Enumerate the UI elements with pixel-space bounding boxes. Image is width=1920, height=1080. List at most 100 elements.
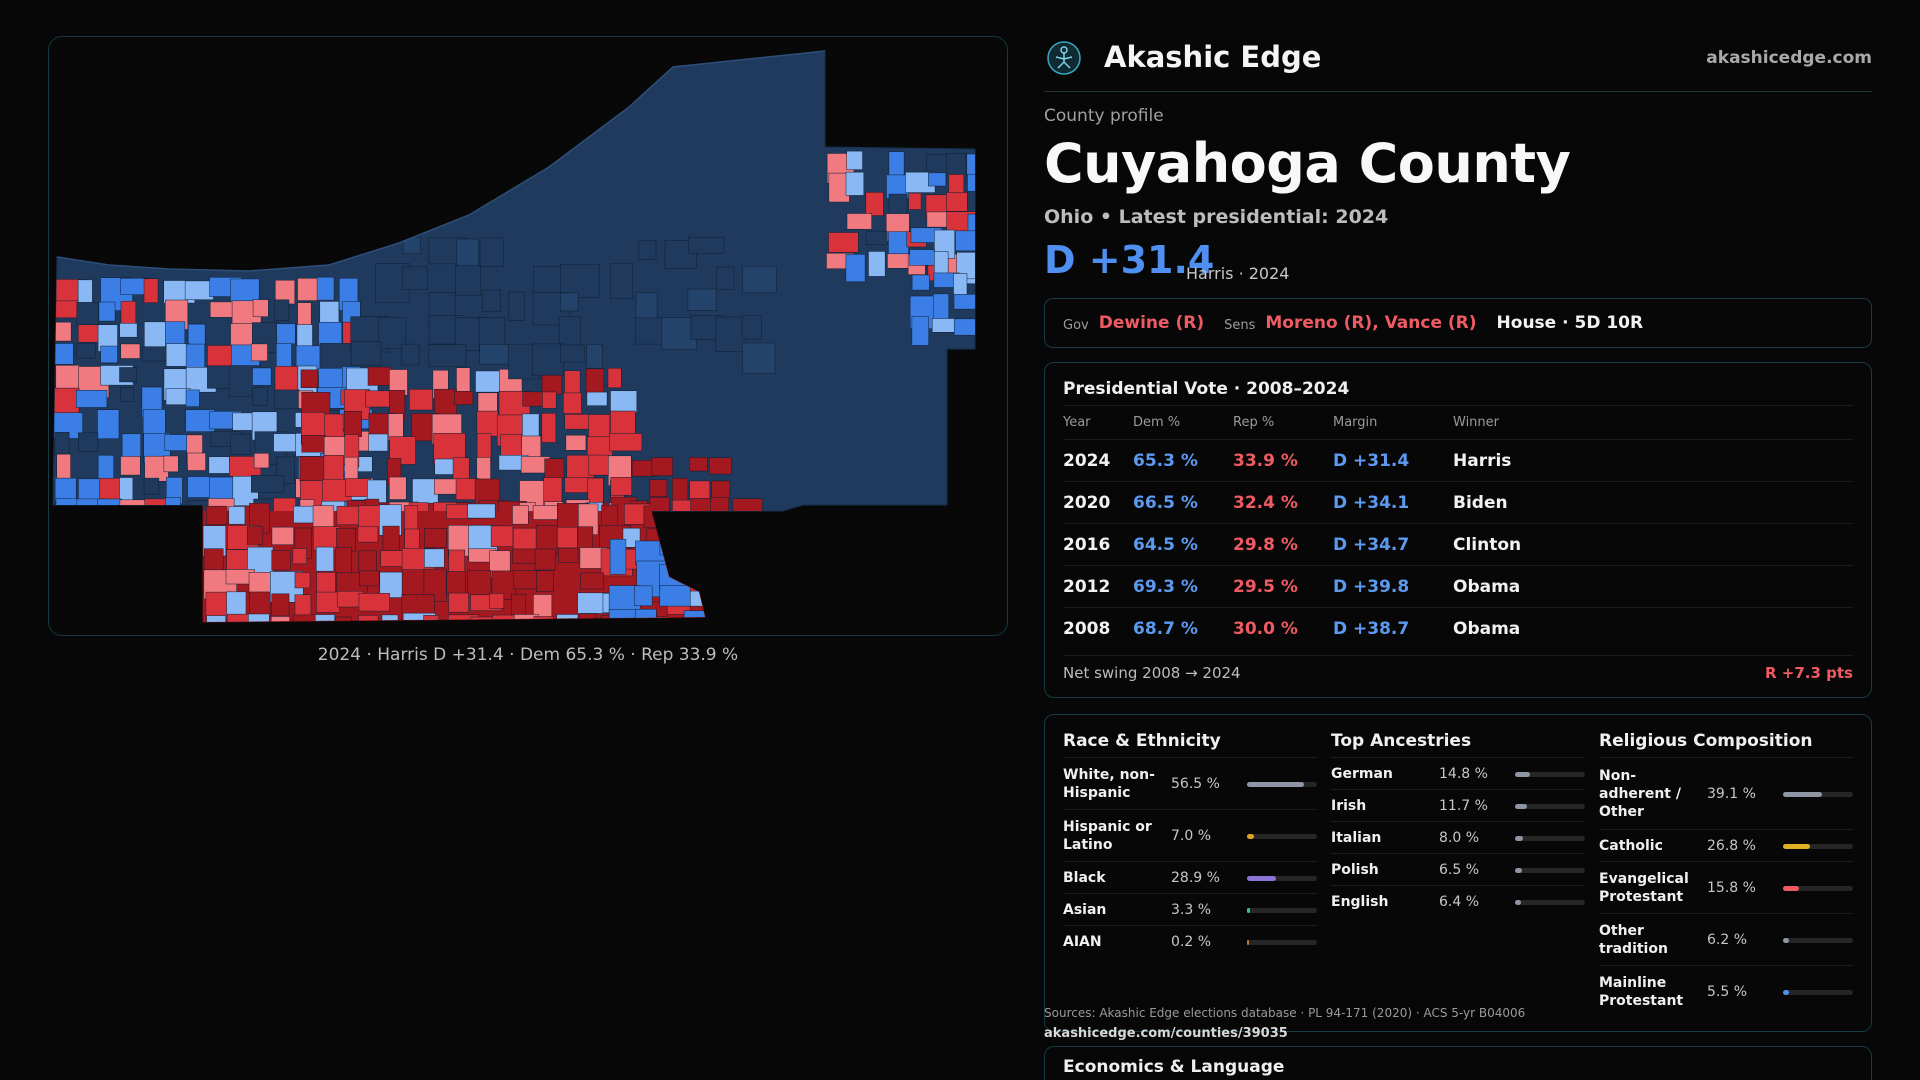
precinct-shape [312, 526, 341, 551]
precinct-shape [513, 614, 539, 622]
sources-url-link[interactable]: akashicedge.com/counties/39035 [1044, 1026, 1288, 1041]
precinct-shape [928, 172, 947, 187]
precinct-shape [672, 499, 692, 511]
demo-bar-track [1247, 907, 1317, 913]
header-year: Year [1063, 415, 1091, 430]
precinct-shape [335, 616, 352, 622]
gov-value: Dewine (R) [1098, 313, 1205, 333]
precinct-shape [908, 192, 922, 210]
cell-year: 2012 [1063, 576, 1111, 597]
precinct-shape [865, 192, 884, 216]
precinct-shape [119, 323, 138, 338]
precinct-shape [187, 476, 212, 498]
precinct-shape [76, 302, 99, 327]
precinct-shape [54, 321, 72, 342]
precinct-shape [274, 299, 290, 321]
demo-row: AIAN 0.2 % [1063, 925, 1317, 957]
precinct-shape [489, 593, 505, 609]
precinct-map-svg[interactable] [49, 37, 1008, 636]
precinct-shape [911, 316, 929, 346]
precinct-shape [119, 367, 137, 383]
precinct-shape [276, 323, 296, 345]
precinct-shape [716, 266, 735, 290]
precinct-shape [522, 391, 544, 407]
header-margin: Margin [1333, 415, 1378, 430]
precinct-shape [428, 344, 467, 367]
demo-label: Mainline Protestant [1599, 974, 1684, 1009]
lake-erie-shoreline [56, 50, 826, 272]
precinct-shape [715, 316, 747, 352]
precinct-shape [953, 294, 975, 310]
cell-rep: 30.0 % [1233, 618, 1298, 639]
precinct-shape [564, 370, 581, 395]
net-swing-row: Net swing 2008 → 2024 R +7.3 pts [1063, 655, 1853, 689]
brand-header: Akashic Edge akashicedge.com [1044, 36, 1872, 92]
demo-row: Evangelical Protestant 15.8 % [1599, 861, 1853, 913]
demo-percent: 26.8 % [1707, 837, 1756, 854]
demo-row: Hispanic or Latino 7.0 % [1063, 809, 1317, 861]
precinct-shape [253, 498, 287, 511]
precinct-shape [828, 232, 859, 253]
ancestries-title: Top Ancestries [1331, 731, 1472, 751]
precinct-shape [558, 547, 579, 563]
precinct-shape [274, 389, 300, 410]
precinct-shape [358, 615, 379, 622]
precinct-shape [270, 616, 290, 622]
demo-bar-track [1515, 803, 1585, 809]
precinct-shape [651, 457, 673, 476]
precinct-shape [470, 616, 498, 622]
precinct-shape [252, 367, 272, 386]
demo-bar-track [1247, 781, 1317, 787]
precinct-shape [683, 610, 705, 622]
page-title: Cuyahoga County [1044, 132, 1571, 195]
precinct-shape [888, 231, 909, 258]
demo-bar-fill [1783, 989, 1789, 995]
demo-percent: 6.4 % [1439, 893, 1480, 910]
precinct-shape [686, 549, 705, 574]
precinct-shape [707, 539, 722, 562]
precinct-shape [206, 615, 226, 622]
precinct-shape [294, 572, 311, 589]
precinct-shape [607, 367, 622, 389]
precinct-shape [966, 191, 975, 215]
precinct-shape [865, 230, 888, 246]
precinct-shape [688, 528, 705, 545]
precinct-shape [967, 213, 975, 243]
brand-url-link[interactable]: akashicedge.com [1706, 48, 1872, 68]
precinct-shape [315, 546, 334, 572]
precinct-shape [742, 266, 777, 294]
precinct-shape [585, 368, 605, 396]
precinct-shape [232, 412, 255, 431]
demo-bar-track [1515, 867, 1585, 873]
demo-percent: 6.2 % [1707, 931, 1748, 948]
demo-bar-track [1783, 843, 1853, 849]
precinct-shape [588, 454, 609, 476]
presidential-title: Presidential Vote · 2008–2024 [1063, 379, 1350, 399]
precinct-shape [424, 548, 445, 568]
precinct-shape [144, 321, 167, 348]
demo-label: Non-adherent / Other [1599, 767, 1681, 820]
precinct-shape [143, 278, 159, 303]
precinct-shape [350, 341, 382, 366]
map-caption: 2024 · Harris D +31.4 · Dem 65.3 % · Rep… [317, 645, 739, 665]
cell-rep: 29.8 % [1233, 534, 1298, 555]
precinct-shape [408, 502, 429, 511]
header-dem: Dem % [1133, 415, 1181, 430]
precinct-shape [343, 411, 362, 437]
precinct-shape [368, 433, 389, 452]
demo-bar-fill [1247, 907, 1251, 913]
subtitle: Ohio • Latest presidential: 2024 [1044, 206, 1389, 228]
cell-dem: 68.7 % [1133, 618, 1198, 639]
county-map[interactable] [48, 36, 1008, 636]
precinct-shape [708, 457, 732, 475]
demo-bar-fill [1783, 937, 1790, 943]
demo-percent: 11.7 % [1439, 797, 1488, 814]
demo-label: Irish [1331, 797, 1367, 814]
officials-bar: Gov Dewine (R) Sens Moreno (R), Vance (R… [1044, 298, 1872, 348]
precinct-shape [845, 254, 866, 282]
precinct-shape [251, 475, 285, 493]
precinct-shape [300, 369, 319, 388]
cell-year: 2008 [1063, 618, 1111, 639]
precinct-shape [610, 477, 632, 496]
precinct-shape [271, 526, 294, 546]
